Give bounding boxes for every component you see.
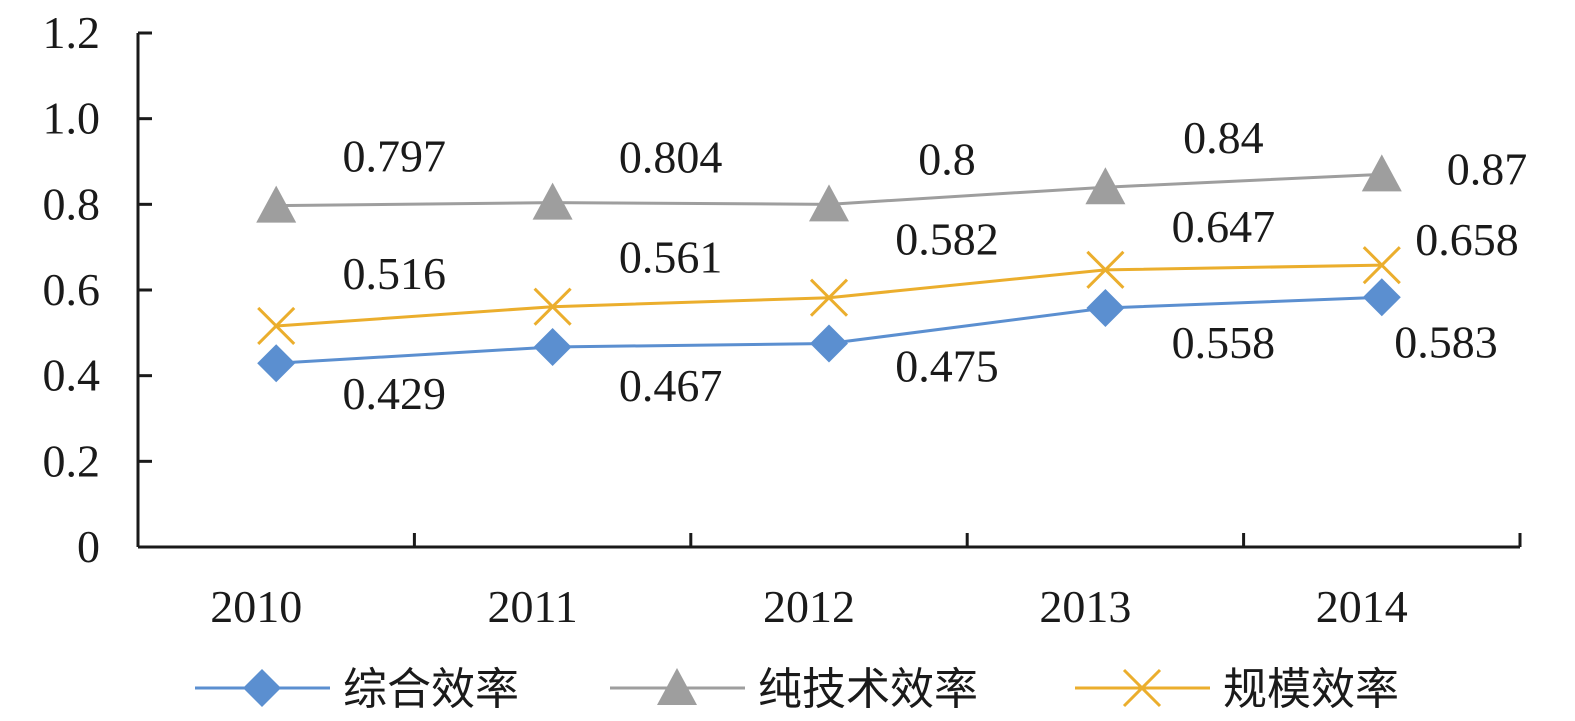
data-label: 0.87 bbox=[1447, 143, 1528, 194]
data-point-diamond bbox=[810, 324, 848, 363]
x-tick-label: 2013 bbox=[1039, 581, 1131, 632]
legend-marker-triangle bbox=[657, 668, 697, 705]
data-point-x bbox=[1086, 250, 1125, 289]
data-label: 0.558 bbox=[1172, 317, 1276, 368]
data-point-triangle bbox=[256, 185, 297, 223]
data-point-x bbox=[1362, 246, 1401, 285]
data-label: 0.8 bbox=[918, 133, 976, 184]
data-label: 0.429 bbox=[342, 368, 446, 419]
legend-label: 综合效率 bbox=[343, 664, 519, 715]
y-tick-label: 0.4 bbox=[43, 350, 101, 401]
y-tick-label: 0.6 bbox=[43, 264, 101, 315]
data-label: 0.647 bbox=[1172, 201, 1276, 252]
data-label: 0.516 bbox=[342, 248, 446, 299]
data-point-diamond bbox=[1362, 278, 1401, 317]
y-tick-label: 0.8 bbox=[43, 178, 101, 229]
data-label: 0.583 bbox=[1394, 316, 1498, 367]
legend-marker-diamond bbox=[243, 669, 281, 707]
x-tick-label: 2011 bbox=[487, 581, 577, 632]
y-tick-label: 0.2 bbox=[43, 435, 101, 486]
data-point-diamond bbox=[257, 344, 296, 383]
data-label: 0.658 bbox=[1415, 214, 1519, 265]
data-point-x bbox=[533, 287, 572, 326]
legend: 综合效率 纯技术效率 规模效率 bbox=[195, 664, 1399, 715]
data-label: 0.467 bbox=[619, 360, 723, 411]
data-point-triangle bbox=[1085, 167, 1126, 205]
data-label: 0.797 bbox=[342, 131, 446, 182]
legend-label: 纯技术效率 bbox=[758, 664, 978, 715]
data-labels: 0.429 0.467 0.475 0.558 0.583 0.797 0.804 0.8 0.… bbox=[342, 112, 1527, 419]
data-label: 0.804 bbox=[619, 132, 723, 183]
series-layer bbox=[256, 154, 1402, 383]
data-point-diamond bbox=[1086, 288, 1125, 327]
x-tick-label: 2010 bbox=[210, 581, 302, 632]
data-point-triangle bbox=[1361, 154, 1402, 192]
y-tick-label: 1.0 bbox=[43, 93, 101, 144]
x-tick-label: 2012 bbox=[763, 581, 855, 632]
data-point-triangle bbox=[809, 184, 849, 222]
y-tick-label: 1.2 bbox=[43, 7, 101, 58]
data-point-triangle bbox=[532, 182, 573, 220]
x-tick-label: 2014 bbox=[1316, 581, 1408, 632]
data-label: 0.582 bbox=[895, 214, 999, 265]
data-point-x bbox=[257, 306, 296, 346]
data-point-x bbox=[809, 278, 849, 317]
y-tick-label: 0 bbox=[77, 521, 100, 572]
legend-marker-x bbox=[1122, 668, 1162, 708]
data-label: 0.475 bbox=[895, 341, 999, 392]
data-point-diamond bbox=[533, 327, 572, 366]
axes: 0 0.2 0.4 0.6 0.8 1.0 1.2 2010 2011 2012 2013 2014 bbox=[43, 7, 1522, 632]
legend-label: 规模效率 bbox=[1223, 664, 1399, 715]
data-label: 0.84 bbox=[1183, 112, 1264, 163]
data-label: 0.561 bbox=[619, 232, 723, 283]
